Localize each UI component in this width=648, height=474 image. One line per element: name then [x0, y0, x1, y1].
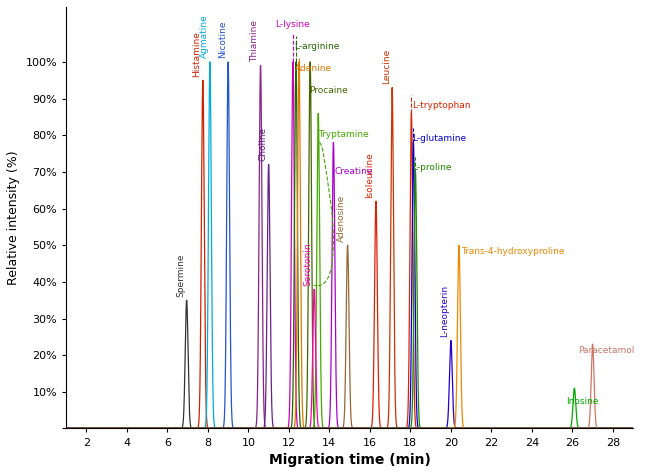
Text: Paracetamol: Paracetamol [579, 346, 635, 355]
Text: Isoleucine: Isoleucine [365, 152, 375, 198]
Y-axis label: Relative intensity (%): Relative intensity (%) [7, 150, 20, 285]
Text: Adenosine: Adenosine [337, 194, 346, 242]
Text: Adenine: Adenine [295, 64, 332, 73]
Text: Agmatine: Agmatine [200, 15, 209, 58]
X-axis label: Migration time (min): Migration time (min) [269, 453, 430, 467]
Text: Inosine: Inosine [566, 398, 599, 407]
Text: Spermine: Spermine [176, 253, 185, 297]
Text: Trans-4-hydroxyproline: Trans-4-hydroxyproline [461, 247, 564, 256]
Text: L-proline: L-proline [412, 163, 452, 172]
Text: Creatine: Creatine [334, 166, 373, 175]
Text: Tryptamine: Tryptamine [318, 130, 369, 139]
Text: Thiamine: Thiamine [250, 20, 259, 62]
Text: Leucine: Leucine [382, 49, 391, 84]
Text: L-glutamine: L-glutamine [412, 134, 467, 143]
Text: Procaine: Procaine [309, 86, 348, 95]
Text: L-neopterin: L-neopterin [441, 285, 450, 337]
Text: Choline: Choline [258, 127, 267, 161]
Text: L-arginine: L-arginine [295, 42, 340, 51]
Text: L-lysine: L-lysine [275, 20, 310, 29]
Text: Nicotine: Nicotine [218, 21, 227, 58]
Text: L-tryptophan: L-tryptophan [412, 100, 471, 109]
Text: Histamine: Histamine [192, 31, 202, 77]
Text: Serotonin: Serotonin [304, 242, 313, 285]
